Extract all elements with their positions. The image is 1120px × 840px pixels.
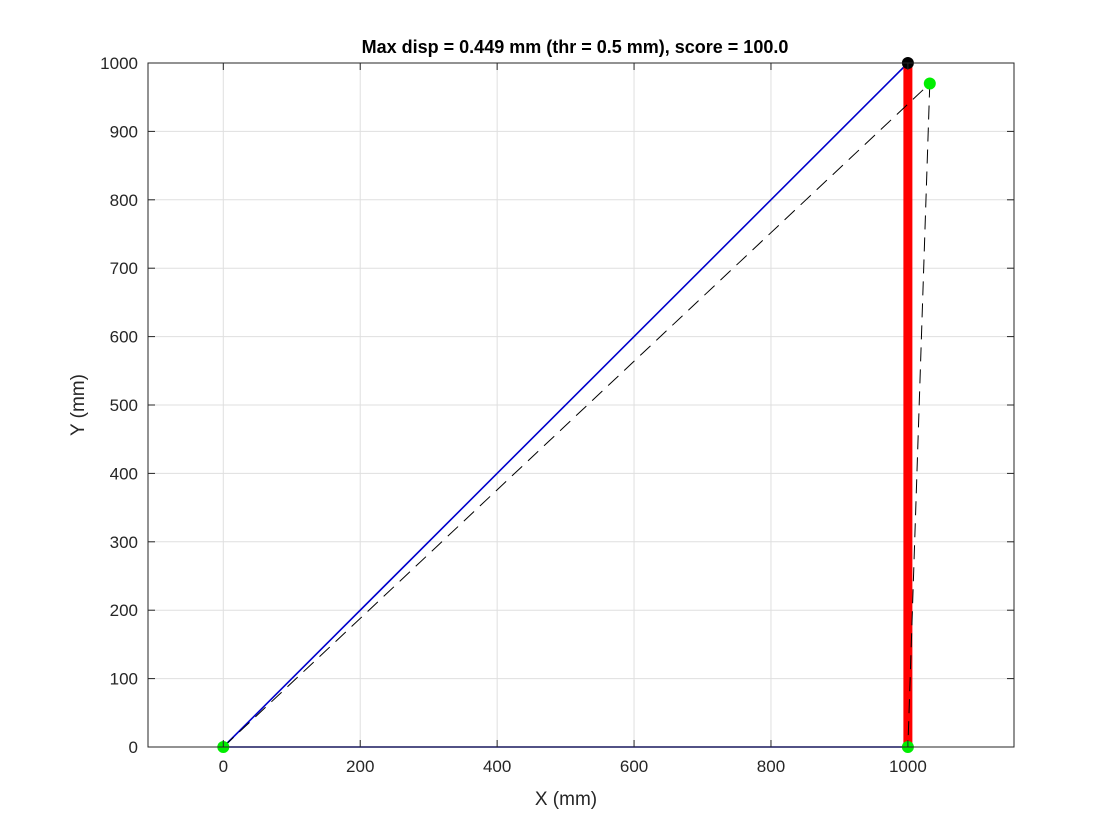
y-tick-label: 500 — [110, 396, 138, 415]
x-axis-label: X (mm) — [535, 789, 597, 810]
x-tick-label: 1000 — [889, 757, 927, 776]
y-tick-label: 0 — [129, 738, 138, 757]
x-tick-label: 0 — [219, 757, 228, 776]
x-tick-label: 400 — [483, 757, 511, 776]
y-tick-label: 600 — [110, 328, 138, 347]
y-tick-label: 400 — [110, 464, 138, 483]
y-tick-label: 300 — [110, 533, 138, 552]
x-tick-label: 800 — [757, 757, 785, 776]
y-tick-label: 100 — [110, 670, 138, 689]
y-tick-label: 200 — [110, 601, 138, 620]
x-tick-label: 200 — [346, 757, 374, 776]
original-member-line — [222, 62, 909, 748]
y-tick-label: 800 — [110, 191, 138, 210]
y-axis-label: Y (mm) — [68, 374, 89, 436]
y-tick-label: 1000 — [100, 54, 138, 73]
axis-ticks: 0 200 400 600 800 1000 0 100 200 300 400 500 600 700 8… — [100, 54, 1014, 776]
y-tick-label: 900 — [110, 122, 138, 141]
deformed-shape-line — [222, 83, 931, 748]
deformed-shape-line — [907, 83, 931, 748]
x-tick-label: 600 — [620, 757, 648, 776]
node-marker — [923, 77, 936, 90]
chart-title: Max disp = 0.449 mm (thr = 0.5 mm), scor… — [362, 37, 789, 57]
y-tick-label: 700 — [110, 259, 138, 278]
